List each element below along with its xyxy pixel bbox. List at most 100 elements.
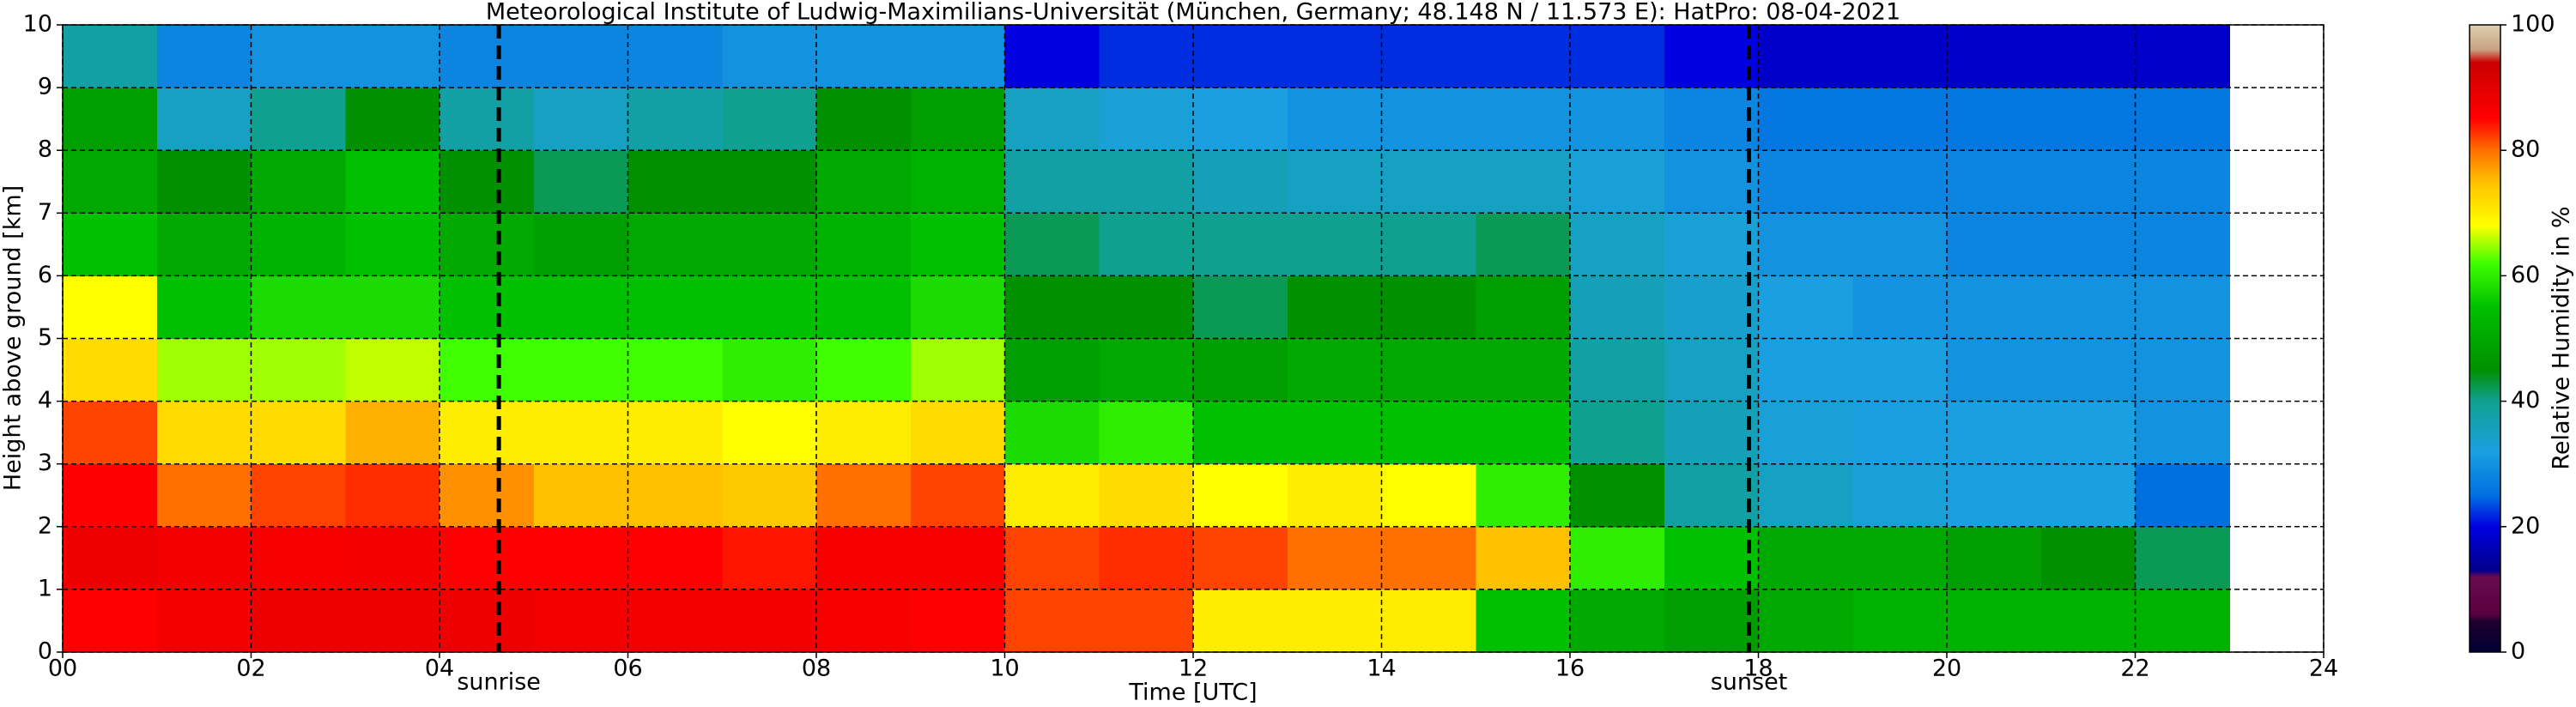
heatmap-cell [1381,526,1476,590]
heatmap-cell [1476,526,1571,590]
heatmap-cell [1852,338,1948,402]
heatmap-cell [156,338,252,402]
plot-frame [62,24,2324,653]
heatmap-cell [2040,463,2136,528]
heatmap-cell [1004,401,1100,465]
heatmap-cell [533,526,628,590]
heatmap-cell [1287,526,1382,590]
heatmap-cell [345,338,440,402]
x-tick-label: 06 [613,656,642,682]
colorbar-tick-label: 40 [2511,387,2540,414]
heatmap-cell [722,88,817,151]
heatmap-cell [1947,88,2042,151]
heatmap-cell [627,401,723,465]
heatmap-cell [1193,338,1288,402]
y-axis-label: Height above ground [km] [0,185,27,491]
heatmap-cell [345,88,440,151]
heatmap-cell [156,25,252,88]
x-tick-label: 00 [48,656,77,682]
heatmap-cell [1852,589,1948,653]
heatmap-cell [1381,213,1476,276]
heatmap-cell [816,338,912,402]
heatmap-cell [816,526,912,590]
heatmap-cell [816,88,912,151]
heatmap-cell [63,526,158,590]
heatmap-cell [1664,150,1759,214]
heatmap-cell [1287,150,1382,214]
heatmap-cell [251,463,346,528]
heatmap-cell [533,589,628,653]
heatmap-cell [1381,88,1476,151]
heatmap-cell [1004,275,1100,339]
heatmap-cell [1099,150,1194,214]
heatmap-cell [63,401,158,465]
heatmap-cell [910,463,1005,528]
heatmap-cell [1852,213,1948,276]
heatmap-cell [722,150,817,214]
heatmap-cell [63,150,158,214]
heatmap-cell [156,526,252,590]
heatmap-cell [1381,401,1476,465]
heatmap-cell [1570,463,1665,528]
colorbar-tick-label: 100 [2511,11,2555,38]
heatmap-cell [1570,526,1665,590]
heatmap-cell [345,463,440,528]
heatmap-cell [63,589,158,653]
heatmap-cell [1004,213,1100,276]
heatmap-cell [1758,463,1853,528]
heatmap-cell [439,589,535,653]
heatmap-cell [627,275,723,339]
heatmap-cell [533,275,628,339]
heatmap-cell [1287,88,1382,151]
x-tick-label: 02 [236,656,265,682]
heatmap-cell [1004,25,1100,88]
heatmap-cell [156,275,252,339]
heatmap-cell [1193,213,1288,276]
heatmap-cell [722,25,817,88]
x-tick-label: 08 [802,656,831,682]
heatmap-cell [1193,463,1288,528]
heatmap-cell [1099,526,1194,590]
heatmap-cell [156,463,252,528]
heatmap-cell [533,463,628,528]
heatmap-cell [1287,25,1382,88]
heatmap-cell [1004,150,1100,214]
heatmap-cell [910,88,1005,151]
colorbar-tick-label: 80 [2511,136,2540,163]
heatmap-cell [439,213,535,276]
heatmap-cell [345,150,440,214]
heatmap-cell [439,338,535,402]
heatmap-cell [1099,25,1194,88]
heatmap-cell [1099,401,1194,465]
heatmap-cell [1381,463,1476,528]
y-tick-label: 10 [23,11,52,38]
heatmap-cell [1476,401,1571,465]
heatmap-cell [1852,150,1948,214]
heatmap-cell [1947,213,2042,276]
heatmap-cell [1947,150,2042,214]
heatmap-cell [627,338,723,402]
heatmap-cell [2135,213,2230,276]
heatmap-cell [1381,589,1476,653]
heatmap-cell [1758,150,1853,214]
heatmap-cell [1664,88,1759,151]
heatmap-cell [1004,338,1100,402]
heatmap-cell [1193,88,1288,151]
heatmap-cell [910,338,1005,402]
heatmap-cell [2135,401,2230,465]
heatmap-cell [439,401,535,465]
heatmap-cell [722,401,817,465]
event-label: sunrise [457,669,541,696]
heatmap-cell [439,88,535,151]
colorbar [2469,24,2501,653]
heatmap-cell [63,213,158,276]
y-tick-label: 8 [38,136,52,163]
heatmap-cell [2040,401,2136,465]
heatmap-cell [816,25,912,88]
heatmap-cell [1758,213,1853,276]
heatmap-cell [533,338,628,402]
y-tick-label: 2 [38,512,52,539]
heatmap-cell [2040,213,2136,276]
heatmap-cell [1381,338,1476,402]
heatmap-cell [1193,589,1288,653]
